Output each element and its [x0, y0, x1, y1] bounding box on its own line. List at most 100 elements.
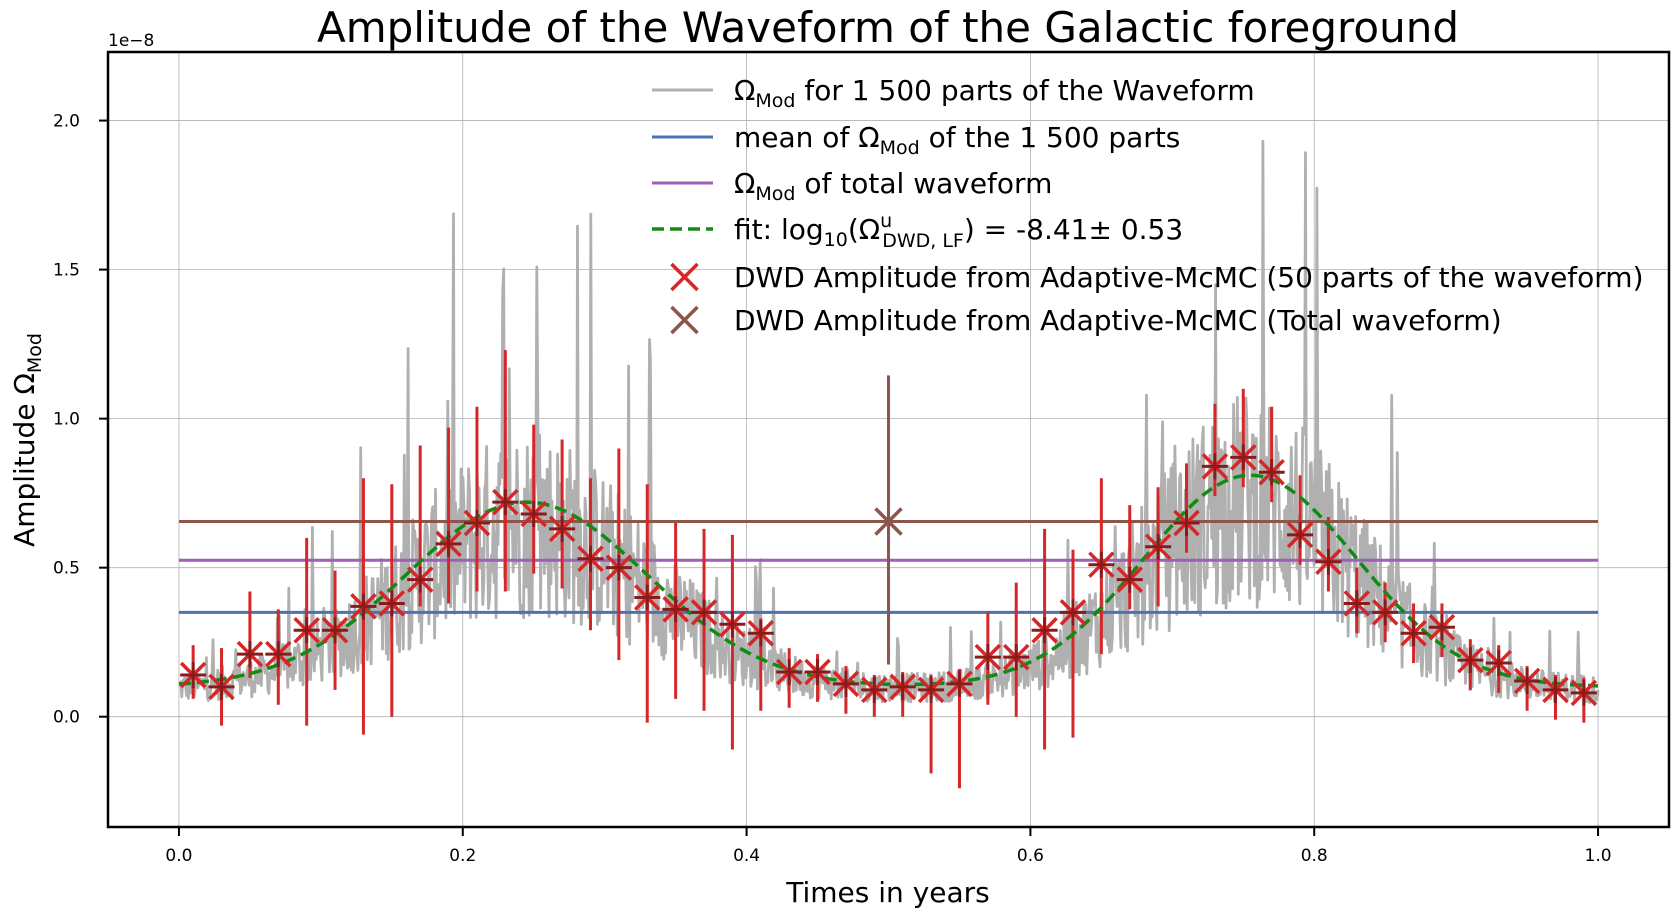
y-tick-label: 1.5 — [53, 261, 80, 281]
mcmc-part-point — [1428, 614, 1456, 641]
y-axis-label: Amplitude ΩMod — [8, 333, 46, 547]
mcmc-part-point — [1258, 459, 1285, 486]
legend-text-part: DWD Amplitude from Adaptive-McMC (50 par… — [734, 261, 1644, 294]
mcmc-part-point — [1286, 521, 1314, 549]
mcmc-part-point — [719, 611, 746, 638]
y-tick-label: 2.0 — [53, 112, 80, 132]
legend-item: fit: log10(Ωu DWD, LF) = -8.41± 0.53 — [652, 210, 1183, 252]
mcmc-part-point — [974, 643, 1002, 671]
legend-item: ΩMod for 1 500 parts of the Waveform — [652, 74, 1255, 112]
mcmc-part-point — [350, 593, 377, 620]
mcmc-part-point — [1059, 599, 1087, 626]
mcmc-part-point — [208, 673, 235, 701]
mcmc-part-point — [1315, 548, 1342, 575]
legend-sub: Mod — [755, 90, 795, 112]
legend-text-part: (Ω — [848, 213, 880, 246]
mcmc-part-point — [520, 500, 547, 528]
legend-sub: Mod — [880, 137, 920, 159]
mcmc-part-point — [747, 620, 775, 647]
legend-label: DWD Amplitude from Adaptive-McMC (50 par… — [734, 261, 1644, 294]
legend-item: DWD Amplitude from Adaptive-McMC (50 par… — [670, 261, 1644, 294]
legend-sub: DWD, LF — [882, 230, 964, 252]
legend-text-part: fit: log — [734, 213, 824, 246]
mcmc-part-point — [1513, 667, 1541, 695]
mcmc-part-point — [1201, 453, 1229, 480]
y-axis-label-sub: Mod — [24, 333, 46, 373]
mcmc-part-point — [775, 658, 803, 686]
x-tick-label: 0.4 — [733, 846, 760, 866]
y-tick-label: 0.5 — [53, 559, 80, 579]
mcmc-part-point — [321, 617, 349, 644]
legend-label: ΩMod of total waveform — [734, 167, 1052, 205]
axes-frame — [106, 50, 1671, 829]
axes — [106, 50, 1671, 829]
mcmc-part-point — [1088, 551, 1115, 578]
ticks: 0.0 0.2 0.4 0.6 0.8 1.0 0.0 0.5 1.0 1.5 2.0 — [53, 112, 1612, 866]
mcmc-part-point — [1542, 676, 1569, 704]
legend: ΩMod for 1 500 parts of the Waveformmean… — [652, 74, 1644, 337]
mcmc-part-point — [293, 617, 320, 644]
y-tick-label: 1.0 — [53, 410, 80, 430]
x-tick-label: 0.0 — [165, 846, 192, 866]
mcmc-part-point — [463, 509, 491, 537]
legend-text-part: Ω — [734, 167, 755, 200]
mcmc-part-point — [917, 676, 945, 704]
mcmc-part-point — [1485, 649, 1512, 677]
legend-sub: Mod — [755, 183, 795, 205]
mcmc-part-point — [1343, 590, 1371, 617]
mcmc-part-point — [1173, 509, 1200, 537]
mcmc-part-point — [1400, 620, 1427, 647]
mcmc-part-point — [804, 658, 831, 686]
mcmc-part-point — [406, 566, 434, 593]
legend-item: mean of ΩMod of the 1 500 parts — [652, 121, 1180, 159]
x-tick-label: 0.2 — [449, 846, 476, 866]
legend-item: DWD Amplitude from Adaptive-McMC (Total … — [670, 304, 1502, 337]
mcmc-part-point — [662, 596, 689, 623]
legend-text-part: DWD Amplitude from Adaptive-McMC (Total … — [734, 304, 1502, 337]
mcmc-part-point — [634, 584, 661, 611]
y-offset-text: 1e−8 — [108, 31, 154, 51]
marker-stroke — [670, 305, 699, 335]
mcmc-part-point — [548, 515, 576, 543]
legend-text-part: Ω — [734, 74, 755, 107]
mcmc-part-point — [236, 640, 264, 668]
mcmc-part-point — [605, 554, 633, 581]
y-axis-label-text: Amplitude ΩMod — [8, 333, 46, 547]
mcmc-part-point — [1002, 643, 1030, 671]
legend-text-part: for 1 500 parts of the Waveform — [795, 74, 1254, 107]
mcmc-total-point — [874, 507, 903, 536]
mcmc-part-point — [435, 530, 462, 558]
y-axis-label-main: Amplitude Ω — [8, 373, 41, 547]
legend-swatch-marker — [670, 262, 699, 292]
x-tick-label: 0.6 — [1017, 846, 1044, 866]
mcmc-part-point — [1371, 599, 1399, 626]
marker-stroke — [874, 507, 903, 536]
mcmc-part-point — [179, 661, 207, 689]
mcmc-part-point — [1570, 679, 1598, 707]
mcmc-part-point — [1230, 444, 1257, 471]
mcmc-part-point — [690, 599, 718, 626]
mcmc-part-point — [577, 545, 604, 572]
legend-label: DWD Amplitude from Adaptive-McMC (Total … — [734, 304, 1502, 337]
series-layer — [178, 139, 1600, 789]
legend-text-part: of the 1 500 parts — [920, 121, 1181, 154]
legend-item: ΩMod of total waveform — [652, 167, 1052, 205]
mcmc-part-point — [1031, 617, 1058, 644]
chart-title: Amplitude of the Waveform of the Galacti… — [317, 3, 1459, 52]
legend-sup: u — [880, 210, 892, 232]
marker-stroke — [670, 262, 699, 292]
legend-sub: 10 — [824, 229, 848, 251]
mcmc-part-point — [1457, 646, 1484, 674]
mcmc-part-point — [378, 590, 406, 617]
legend-text-part: of total waveform — [795, 167, 1052, 200]
legend-text-part: ) = -8.41± 0.53 — [964, 213, 1183, 246]
mcmc-part-point — [832, 670, 860, 698]
mcmc-part-point — [946, 670, 973, 698]
legend-label: fit: log10(Ωu DWD, LF) = -8.41± 0.53 — [734, 210, 1183, 252]
legend-label: ΩMod for 1 500 parts of the Waveform — [734, 74, 1255, 112]
mcmc-part-point — [1144, 533, 1172, 561]
x-tick-label: 1.0 — [1585, 846, 1612, 866]
mcmc-part-point — [1116, 566, 1143, 593]
mcmc-part-point — [265, 640, 292, 668]
